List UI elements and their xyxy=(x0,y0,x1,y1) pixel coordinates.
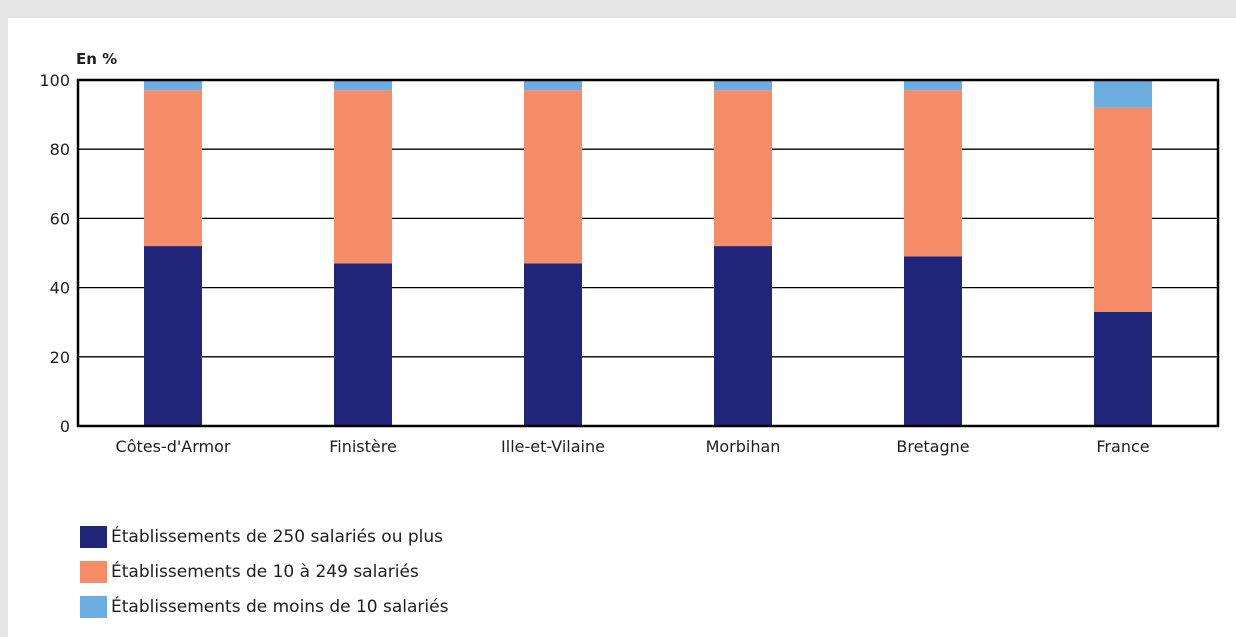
x-tick-label: Côtes-d'Armor xyxy=(116,437,231,456)
bar-segment xyxy=(904,80,962,91)
y-tick-label: 100 xyxy=(39,71,70,90)
legend-swatch xyxy=(80,526,107,548)
bar-segment xyxy=(144,246,202,426)
y-tick-label: 0 xyxy=(60,417,70,436)
bar-segment xyxy=(1094,311,1152,426)
legend-swatch xyxy=(80,561,107,583)
stacked-bar-chart: 0 20 40 60 80 100 Côtes-d'Armor Finistère Ille-e… xyxy=(39,50,1220,456)
bar-segment xyxy=(904,256,962,426)
legend-label: Établissements de 10 à 249 salariés xyxy=(111,562,419,582)
bar-segment xyxy=(334,263,392,426)
bar-segment xyxy=(334,90,392,264)
bar-segment xyxy=(524,90,582,264)
y-tick-label: 80 xyxy=(50,140,70,159)
bars xyxy=(144,80,1152,426)
bar-segment xyxy=(524,263,582,426)
bar-segment xyxy=(1094,80,1152,108)
bar-segment xyxy=(334,80,392,91)
x-tick-label: Finistère xyxy=(329,437,397,456)
bar-segment xyxy=(714,90,772,247)
legend-item-250-plus: Établissements de 250 salariés ou plus xyxy=(80,526,448,548)
bar-segment xyxy=(904,90,962,257)
x-tick-label: Ille-et-Vilaine xyxy=(501,437,605,456)
axes: 0 20 40 60 80 100 Côtes-d'Armor Finistère Ille-e… xyxy=(39,71,1220,456)
legend-item-under-10: Établissements de moins de 10 salariés xyxy=(80,596,448,618)
bar-segment xyxy=(524,80,582,91)
bar-segment xyxy=(144,90,202,247)
y-tick-label: 60 xyxy=(50,209,70,228)
plot-frame xyxy=(76,78,1220,428)
y-unit-label: En % xyxy=(76,50,117,68)
bar-segment xyxy=(714,80,772,91)
legend-item-10-249: Établissements de 10 à 249 salariés xyxy=(80,561,448,583)
bar-segment xyxy=(144,80,202,91)
y-tick-label: 40 xyxy=(50,279,70,298)
bar-segment xyxy=(1094,107,1152,312)
legend-label: Établissements de 250 salariés ou plus xyxy=(111,527,444,547)
gridlines xyxy=(78,148,1218,358)
bar-segment xyxy=(714,246,772,426)
legend-label: Établissements de moins de 10 salariés xyxy=(111,597,449,617)
legend: Établissements de 250 salariés ou plus É… xyxy=(80,526,448,618)
x-tick-label: Morbihan xyxy=(706,437,781,456)
x-tick-label: France xyxy=(1096,437,1149,456)
legend-swatch xyxy=(80,596,107,618)
chart-panel: 0 20 40 60 80 100 Côtes-d'Armor Finistère Ille-e… xyxy=(8,18,1236,637)
y-tick-label: 20 xyxy=(50,348,70,367)
x-tick-label: Bretagne xyxy=(896,437,969,456)
